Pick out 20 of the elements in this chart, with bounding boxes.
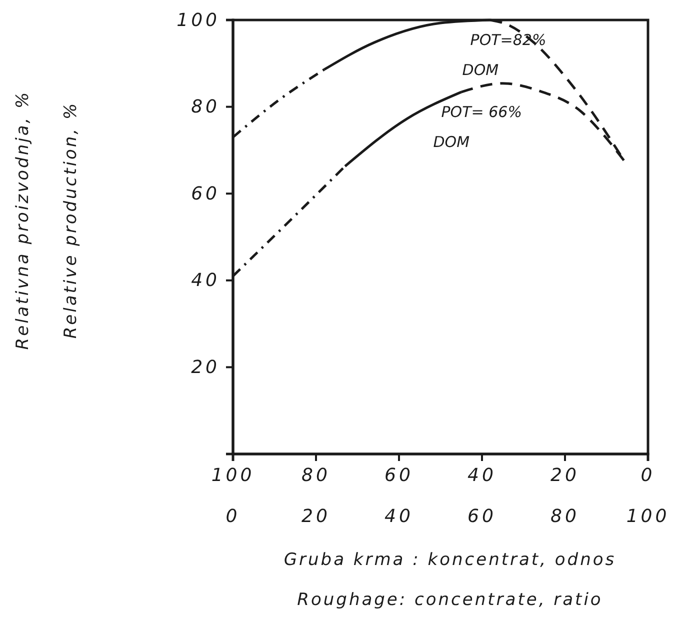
y-tick-label: 20 (191, 356, 220, 378)
x-tick-label: 80 (550, 506, 580, 527)
series-label: POT= 66% DOM (433, 103, 522, 152)
x2-tick-label: 100 (211, 464, 255, 486)
x-tick-label: 20 (302, 506, 330, 527)
text: Relativna proizvodnja, % Relative production, % (13, 90, 81, 350)
y-tick-label: 40 (191, 270, 220, 292)
x2-tick-label: 80 (302, 464, 330, 486)
x-tick-label: 40 (384, 506, 414, 527)
x-tick-label: 100 (626, 506, 670, 527)
x2-tick-label: 0 (640, 464, 656, 486)
y-tick-label: 100 (176, 10, 220, 31)
x2-tick-label: 60 (384, 464, 414, 486)
y-tick-label: 80 (191, 96, 220, 118)
y-tick-label: 60 (191, 183, 220, 204)
x-tick-label: 0 (226, 506, 240, 527)
x2-tick-label: 20 (550, 464, 580, 486)
x2-tick-label: 40 (468, 464, 496, 486)
x-tick-label: 60 (468, 506, 496, 527)
x-axis-title: Gruba krma : koncentrat, odnos Roughage: concentrate, ratio (284, 550, 616, 610)
